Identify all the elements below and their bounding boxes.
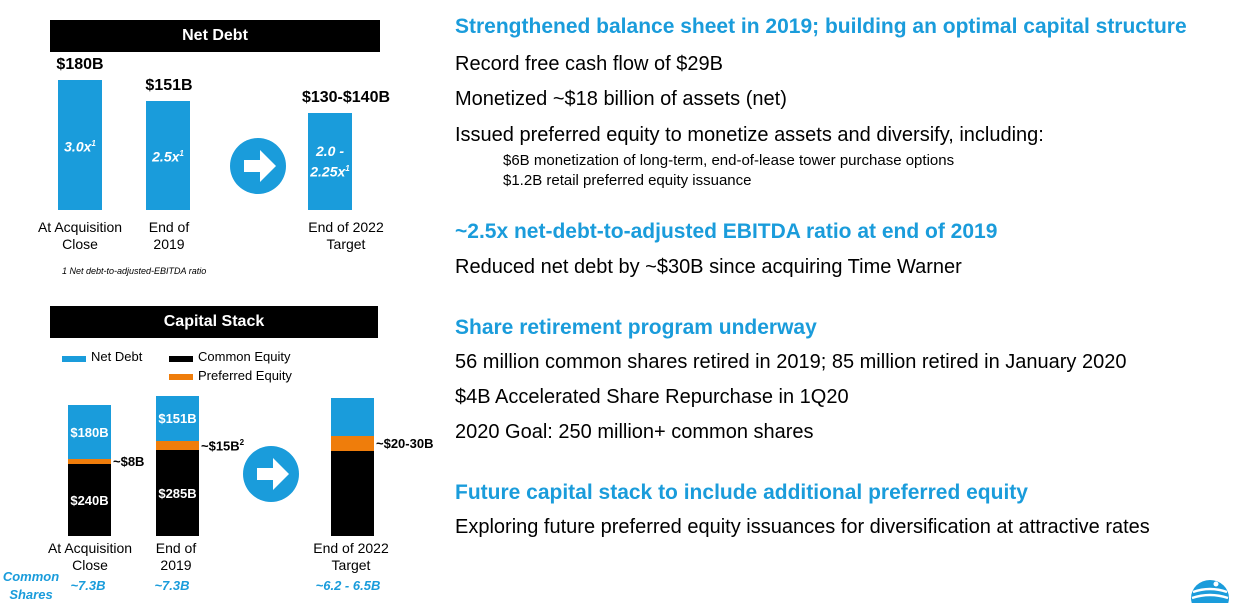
net-debt-ratio-label: 3.0x1	[64, 138, 96, 155]
att-globe-logo	[1190, 578, 1230, 608]
text-share-repurchase: $4B Accelerated Share Repurchase in 1Q20	[455, 386, 849, 408]
common-shares-label: Common Shares	[2, 569, 60, 602]
common-shares-2019: ~7.3B	[154, 578, 190, 593]
net-debt-category-label: At Acquisition Close	[37, 219, 123, 252]
text-reduced-net-debt: Reduced net debt by ~$30B since acquirin…	[455, 256, 962, 278]
net-debt-value-label: $180B	[56, 56, 104, 73]
preferred-equity-callout: ~$8B	[113, 453, 145, 469]
arrow-right-icon	[230, 138, 286, 194]
net-debt-segment	[331, 398, 374, 436]
common-equity-segment: $240B	[68, 464, 111, 536]
common-shares-acquisition: ~7.3B	[70, 578, 106, 593]
preferred-equity-segment	[156, 441, 199, 450]
net-debt-segment: $180B	[68, 405, 111, 459]
preferred-equity-segment	[331, 436, 374, 451]
net-debt-bar: 3.0x1	[58, 80, 102, 210]
net-debt-header: Net Debt	[50, 20, 380, 52]
text-free-cash-flow: Record free cash flow of $29B	[455, 53, 723, 75]
net-debt-ratio-label: 2.5x1	[152, 148, 184, 165]
heading-ebitda-ratio: ~2.5x net-debt-to-adjusted EBITDA ratio …	[455, 220, 998, 243]
preferred-equity-segment	[68, 459, 111, 464]
legend-swatch-preferred-equity	[169, 374, 193, 380]
footnote-marker: 2	[239, 437, 245, 447]
net-debt-footnote: 1 Net debt-to-adjusted-EBITDA ratio	[62, 266, 207, 276]
text-tower-monetization: $6B monetization of long-term, end-of-le…	[503, 152, 955, 169]
net-debt-value-label: $151B	[145, 77, 193, 94]
heading-share-retirement: Share retirement program underway	[455, 316, 817, 339]
text-2020-goal: 2020 Goal: 250 million+ common shares	[455, 421, 814, 443]
capital-stack-category-label: End of 2019	[155, 540, 197, 573]
text-preferred-equity: Issued preferred equity to monetize asse…	[455, 124, 1044, 146]
heading-balance-sheet: Strengthened balance sheet in 2019; buil…	[455, 15, 1187, 38]
legend-label-net-debt: Net Debt	[91, 349, 143, 364]
arrow-right-icon	[243, 446, 299, 502]
net-debt-segment: $151B	[156, 396, 199, 441]
capital-stack-category-label: At Acquisition Close	[47, 540, 133, 573]
legend-label-common-equity: Common Equity	[198, 349, 291, 364]
preferred-equity-callout: ~$15B2	[201, 437, 245, 453]
net-debt-ratio-label: 2.0 - 2.25x1	[310, 143, 350, 180]
text-shares-retired: 56 million common shares retired in 2019…	[455, 351, 1127, 373]
common-shares-2022-target: ~6.2 - 6.5B	[315, 578, 381, 593]
text-exploring-preferred: Exploring future preferred equity issuan…	[455, 516, 1150, 538]
legend-label-preferred-equity: Preferred Equity	[198, 368, 292, 383]
net-debt-category-label: End of 2019	[148, 219, 190, 252]
common-equity-segment	[331, 451, 374, 536]
capital-stack-header: Capital Stack	[50, 306, 378, 338]
footnote-marker: 1	[345, 164, 350, 174]
net-debt-value-label: $130-$140B	[301, 89, 391, 106]
capital-stack-category-label: End of 2022 Target	[313, 540, 389, 573]
net-debt-bar: 2.0 - 2.25x1	[308, 113, 352, 210]
footnote-marker: 1	[91, 138, 96, 148]
net-debt-bar: 2.5x1	[146, 101, 190, 210]
net-debt-category-label: End of 2022 Target	[308, 219, 384, 252]
footnote-marker: 1	[179, 149, 184, 159]
text-monetized-assets: Monetized ~$18 billion of assets (net)	[455, 88, 787, 110]
common-equity-segment: $285B	[156, 450, 199, 536]
legend-swatch-net-debt	[62, 356, 86, 362]
preferred-equity-callout: ~$20-30B	[376, 435, 434, 451]
text-retail-preferred: $1.2B retail preferred equity issuance	[503, 172, 752, 189]
heading-future-capital: Future capital stack to include addition…	[455, 481, 1028, 504]
legend-swatch-common-equity	[169, 356, 193, 362]
